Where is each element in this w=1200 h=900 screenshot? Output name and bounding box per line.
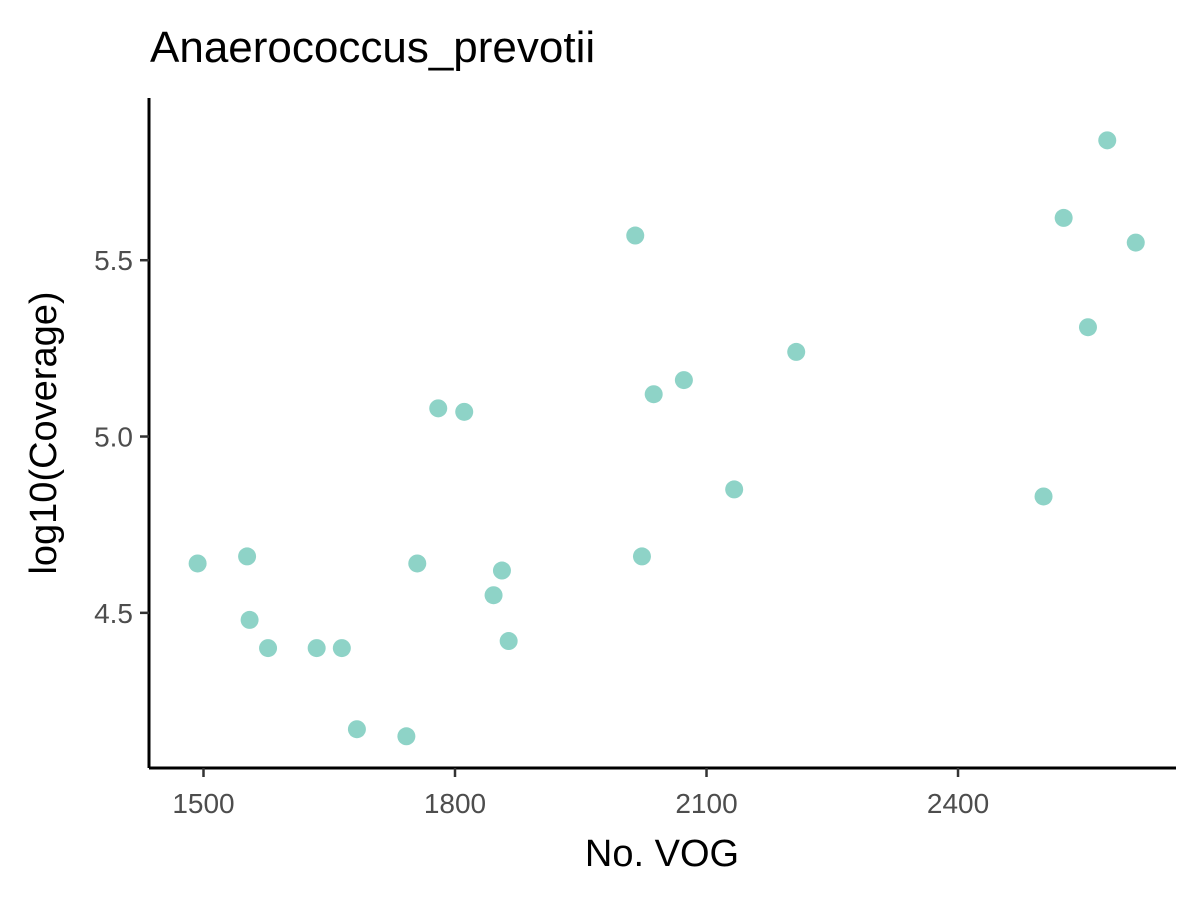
x-axis-title: No. VOG xyxy=(585,833,739,875)
y-tick-label: 5.0 xyxy=(94,422,133,453)
data-point xyxy=(347,720,366,739)
data-point xyxy=(240,610,259,629)
data-point xyxy=(429,399,448,418)
data-point xyxy=(626,226,645,245)
data-point xyxy=(1034,487,1053,506)
x-tick-label: 1500 xyxy=(172,788,234,819)
data-point xyxy=(332,639,351,658)
data-point xyxy=(674,371,693,390)
y-axis-title: log10(Coverage) xyxy=(23,291,65,574)
y-tick-label: 4.5 xyxy=(94,598,133,629)
data-point xyxy=(408,554,427,573)
x-tick-label: 1800 xyxy=(424,788,486,819)
data-point xyxy=(238,547,257,566)
data-point xyxy=(725,480,744,499)
y-axis-ticks: 4.5 5.0 5.5 xyxy=(94,245,149,629)
data-point xyxy=(259,639,278,658)
x-tick-label: 2400 xyxy=(927,788,989,819)
axes xyxy=(147,98,1176,770)
chart-title: Anaerococcus_prevotii xyxy=(150,23,595,72)
data-point xyxy=(1126,233,1145,252)
data-point xyxy=(1054,208,1073,227)
data-point xyxy=(307,639,326,658)
data-point xyxy=(484,586,503,605)
data-point xyxy=(455,402,474,421)
data-point xyxy=(632,547,651,566)
data-points xyxy=(188,131,1145,746)
data-point xyxy=(644,385,663,404)
data-point xyxy=(188,554,207,573)
data-point xyxy=(1078,318,1097,337)
x-axis-ticks: 1500 1800 2100 2400 xyxy=(172,768,989,819)
data-point xyxy=(492,561,511,580)
y-tick-label: 5.5 xyxy=(94,245,133,276)
data-point xyxy=(1098,131,1117,150)
data-point xyxy=(787,342,806,361)
x-tick-label: 2100 xyxy=(675,788,737,819)
data-point xyxy=(397,727,416,746)
data-point xyxy=(499,632,518,651)
